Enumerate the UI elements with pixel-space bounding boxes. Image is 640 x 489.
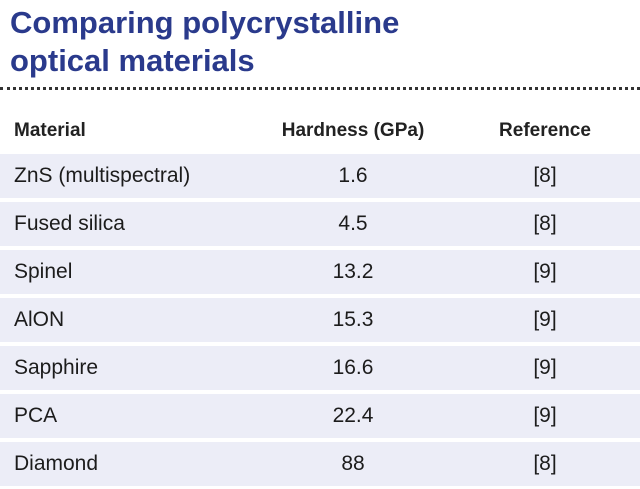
- page-title: Comparing polycrystalline optical materi…: [10, 4, 630, 80]
- cell-hardness: 4.5: [338, 212, 368, 235]
- header-reference: Reference: [499, 120, 591, 141]
- cell-hardness: 22.4: [332, 404, 374, 427]
- header-material: Material: [14, 120, 86, 141]
- cell-hardness: 1.6: [338, 164, 368, 187]
- cell-reference: [8]: [533, 212, 557, 235]
- cell-reference: [9]: [533, 308, 557, 331]
- cell-hardness: 88: [341, 452, 365, 475]
- table-row: PCA 22.4 [9]: [0, 394, 640, 438]
- cell-reference: [8]: [533, 452, 557, 475]
- cell-material: PCA: [14, 404, 58, 427]
- cell-reference: [9]: [533, 260, 557, 283]
- table-row: Fused silica 4.5 [8]: [0, 202, 640, 246]
- table-row: Sapphire 16.6 [9]: [0, 346, 640, 390]
- cell-material: ZnS (multispectral): [14, 164, 191, 187]
- cell-hardness: 15.3: [332, 308, 374, 331]
- title-line-1: Comparing polycrystalline: [10, 5, 400, 40]
- cell-hardness: 13.2: [332, 260, 374, 283]
- table-row: ZnS (multispectral) 1.6 [8]: [0, 154, 640, 198]
- table-row: Spinel 13.2 [9]: [0, 250, 640, 294]
- cell-reference: [9]: [533, 356, 557, 379]
- cell-material: Spinel: [14, 260, 73, 283]
- header-hardness: Hardness (GPa): [281, 120, 425, 141]
- cell-hardness: 16.6: [332, 356, 374, 379]
- cell-material: Sapphire: [14, 356, 99, 379]
- title-line-2: optical materials: [10, 43, 255, 78]
- cell-material: Diamond: [14, 452, 99, 475]
- table-row: Diamond 88 [8]: [0, 442, 640, 486]
- table-header: Material Hardness (GPa) Reference: [0, 108, 640, 154]
- dotted-divider: [0, 87, 640, 90]
- cell-reference: [8]: [533, 164, 557, 187]
- cell-reference: [9]: [533, 404, 557, 427]
- cell-material: AlON: [14, 308, 65, 331]
- table-row: AlON 15.3 [9]: [0, 298, 640, 342]
- cell-material: Fused silica: [14, 212, 125, 235]
